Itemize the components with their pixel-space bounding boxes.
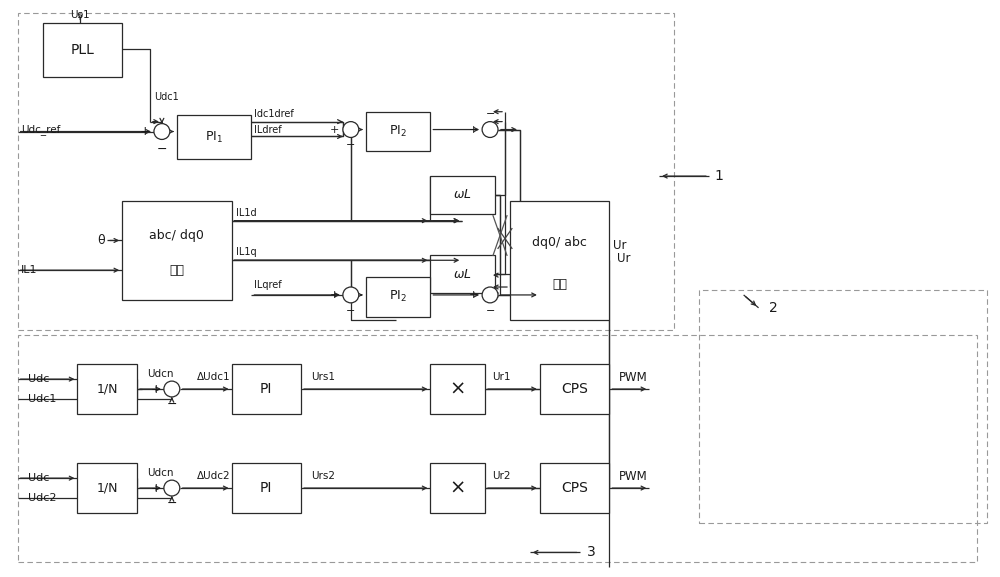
Bar	[232, 364, 301, 414]
Text: Ur: Ur	[613, 239, 627, 252]
Text: IL1d: IL1d	[236, 208, 257, 218]
Text: abc/ dq0: abc/ dq0	[149, 229, 204, 242]
Text: Urs2: Urs2	[311, 471, 335, 481]
Text: +: +	[468, 290, 478, 300]
Text: 1/N: 1/N	[96, 482, 118, 494]
Bar	[540, 364, 609, 414]
Bar	[366, 112, 430, 151]
Text: PLL: PLL	[70, 43, 94, 57]
Circle shape	[164, 480, 180, 496]
Circle shape	[343, 287, 359, 303]
Text: Udcn: Udcn	[147, 468, 173, 478]
Circle shape	[482, 287, 498, 303]
Text: +: +	[468, 125, 478, 134]
Text: Urs1: Urs1	[311, 372, 335, 382]
Bar	[699, 290, 987, 523]
Text: 2: 2	[769, 301, 778, 315]
Bar	[232, 463, 301, 513]
Text: Us1: Us1	[71, 10, 90, 20]
Text: +: +	[330, 290, 340, 300]
Text: +: +	[330, 125, 340, 134]
Text: −: −	[485, 306, 495, 316]
Bar	[18, 13, 674, 329]
Text: ILqref: ILqref	[254, 280, 282, 290]
Bar	[43, 23, 122, 77]
Circle shape	[343, 122, 359, 137]
Text: Udc2: Udc2	[28, 493, 56, 503]
Text: Udc1: Udc1	[154, 92, 179, 102]
Bar	[77, 463, 137, 513]
Text: Udc1: Udc1	[28, 394, 56, 404]
Text: PI: PI	[260, 481, 272, 495]
Text: ILdref: ILdref	[254, 125, 282, 134]
Text: CPS: CPS	[561, 481, 588, 495]
Circle shape	[154, 123, 170, 140]
Text: 1/N: 1/N	[96, 383, 118, 395]
Text: IL1q: IL1q	[236, 248, 257, 257]
Bar	[430, 364, 485, 414]
Text: ×: ×	[450, 380, 466, 399]
Text: Ur1: Ur1	[492, 372, 511, 382]
Text: 3: 3	[587, 545, 596, 560]
Text: Udc: Udc	[28, 473, 49, 483]
Text: +: +	[151, 383, 161, 395]
Text: ×: ×	[450, 478, 466, 497]
Bar	[77, 364, 137, 414]
Bar	[540, 463, 609, 513]
Bar	[430, 463, 485, 513]
Text: $\omega L$: $\omega L$	[453, 268, 472, 280]
Text: PI$_2$: PI$_2$	[389, 290, 407, 305]
Text: Udc_ref: Udc_ref	[21, 124, 60, 135]
Bar	[430, 176, 495, 213]
Text: PI$_2$: PI$_2$	[389, 124, 407, 139]
Text: −: −	[346, 140, 356, 151]
Text: +: +	[140, 125, 150, 138]
Bar	[510, 201, 609, 320]
Text: Udcn: Udcn	[147, 369, 173, 379]
Text: −: −	[346, 306, 356, 316]
Text: Ur: Ur	[617, 252, 631, 265]
Text: dq0/ abc: dq0/ abc	[532, 236, 587, 249]
Bar	[18, 335, 977, 563]
Text: 1: 1	[714, 169, 723, 183]
Text: −: −	[167, 497, 177, 511]
Bar	[177, 115, 251, 159]
Text: PWM: PWM	[619, 370, 648, 384]
Text: Idc1dref: Idc1dref	[254, 108, 294, 119]
Text: θ: θ	[98, 234, 105, 247]
Text: PI: PI	[260, 382, 272, 396]
Text: Udc: Udc	[28, 374, 49, 384]
Text: +: +	[151, 482, 161, 494]
Bar	[122, 201, 232, 300]
Text: Ur2: Ur2	[492, 471, 511, 481]
Text: −: −	[157, 143, 167, 156]
Text: −: −	[485, 108, 495, 119]
Text: IL1: IL1	[21, 265, 37, 275]
Text: 变换: 变换	[169, 264, 184, 277]
Text: ΔUdc1: ΔUdc1	[197, 372, 230, 382]
Bar	[430, 256, 495, 293]
Circle shape	[482, 122, 498, 137]
Bar	[366, 277, 430, 317]
Text: ΔUdc2: ΔUdc2	[197, 471, 230, 481]
Text: 变换: 变换	[552, 278, 567, 291]
Text: PI$_1$: PI$_1$	[205, 129, 223, 144]
Text: PWM: PWM	[619, 470, 648, 483]
Text: CPS: CPS	[561, 382, 588, 396]
Circle shape	[164, 381, 180, 397]
Text: −: −	[167, 398, 177, 411]
Text: $\omega L$: $\omega L$	[453, 189, 472, 201]
